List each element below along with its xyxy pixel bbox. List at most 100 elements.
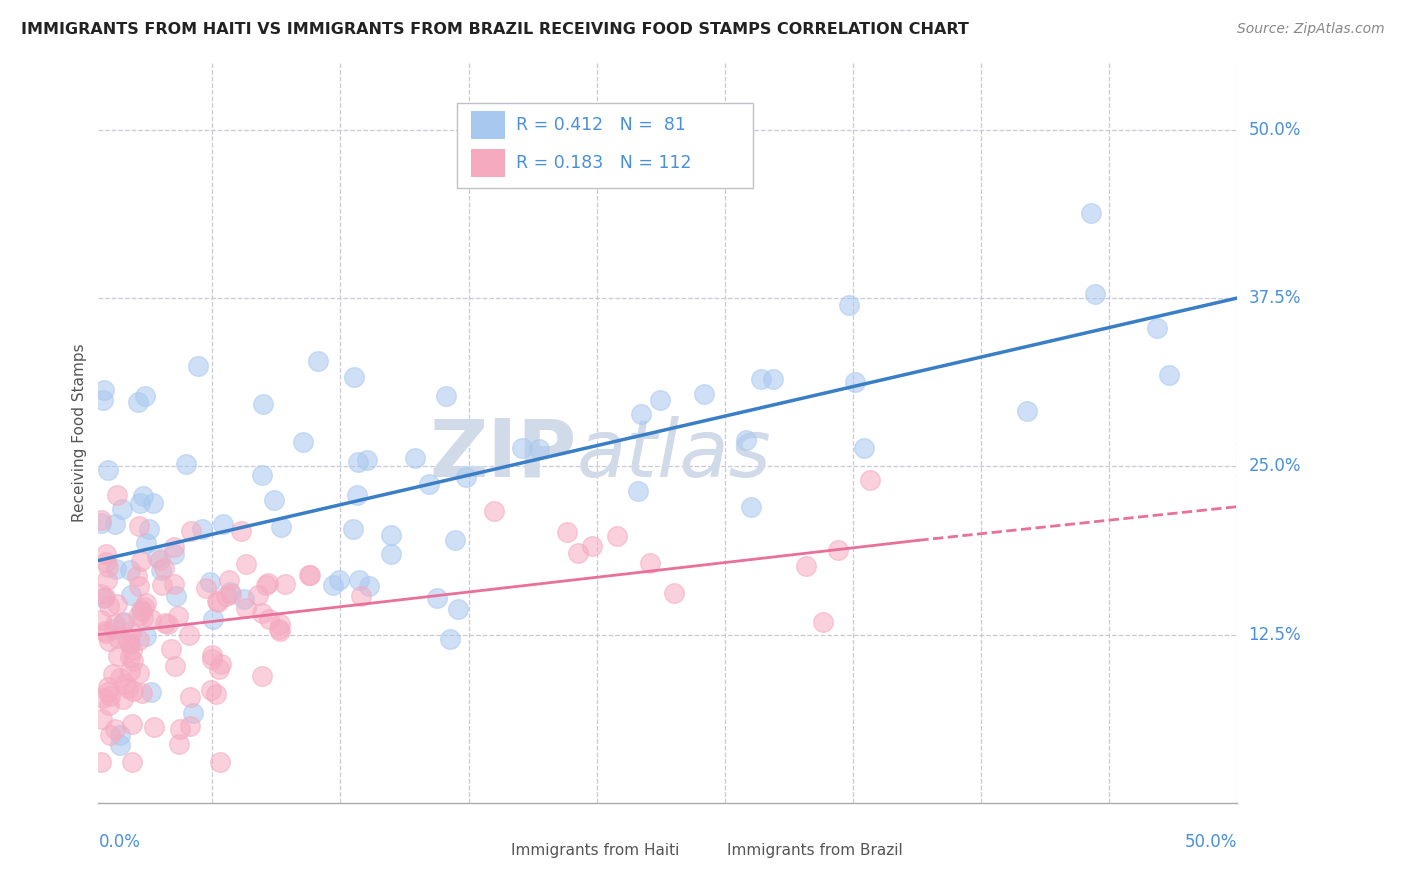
Point bbox=[165, 589, 187, 603]
Point bbox=[626, 483, 648, 498]
Point bbox=[141, 612, 163, 626]
Point bbox=[1017, 403, 1039, 417]
Y-axis label: Receiving Food Stamps: Receiving Food Stamps bbox=[72, 343, 87, 522]
Point bbox=[94, 590, 117, 604]
Point bbox=[120, 637, 142, 651]
FancyBboxPatch shape bbox=[696, 841, 721, 860]
Point bbox=[135, 629, 157, 643]
Point bbox=[404, 451, 426, 466]
Point bbox=[232, 591, 254, 606]
Point bbox=[103, 666, 125, 681]
Point bbox=[104, 517, 127, 532]
Point bbox=[97, 680, 120, 694]
Point bbox=[169, 723, 191, 737]
Point bbox=[740, 500, 762, 515]
Point bbox=[160, 641, 183, 656]
Point bbox=[93, 691, 115, 706]
Point bbox=[443, 533, 465, 547]
Point bbox=[439, 632, 461, 647]
Point bbox=[132, 489, 155, 503]
Point bbox=[484, 503, 506, 517]
Point bbox=[794, 558, 817, 573]
Point bbox=[94, 625, 117, 640]
Point bbox=[270, 624, 292, 638]
Point bbox=[97, 685, 120, 699]
Point bbox=[662, 586, 685, 600]
Point bbox=[127, 609, 149, 624]
Text: 50.0%: 50.0% bbox=[1249, 120, 1301, 139]
Point bbox=[292, 435, 315, 450]
Point bbox=[91, 712, 114, 726]
Point bbox=[298, 567, 321, 582]
Point bbox=[1146, 321, 1168, 335]
Point bbox=[117, 681, 139, 695]
Point bbox=[307, 354, 329, 368]
Point bbox=[90, 587, 112, 601]
Point bbox=[838, 298, 860, 312]
Point bbox=[434, 389, 457, 403]
Point bbox=[180, 524, 202, 539]
Text: Immigrants from Haiti: Immigrants from Haiti bbox=[510, 843, 679, 858]
Point bbox=[454, 469, 477, 483]
Point bbox=[762, 371, 785, 385]
Point bbox=[198, 575, 221, 590]
Text: Source: ZipAtlas.com: Source: ZipAtlas.com bbox=[1237, 22, 1385, 37]
Point bbox=[510, 442, 533, 456]
Point bbox=[153, 615, 176, 630]
Point bbox=[734, 434, 756, 448]
Point bbox=[131, 604, 153, 618]
Point bbox=[90, 516, 112, 530]
Point bbox=[98, 729, 121, 743]
Point bbox=[157, 616, 180, 631]
Point bbox=[380, 528, 402, 542]
Point bbox=[105, 597, 128, 611]
Point bbox=[852, 441, 875, 455]
Point bbox=[131, 554, 153, 568]
Point bbox=[111, 501, 134, 516]
FancyBboxPatch shape bbox=[471, 111, 505, 138]
Point bbox=[201, 612, 224, 626]
Point bbox=[250, 606, 273, 620]
Point bbox=[97, 698, 120, 712]
Point bbox=[132, 599, 155, 614]
Point bbox=[105, 487, 128, 501]
Point bbox=[125, 569, 148, 583]
Point bbox=[827, 542, 849, 557]
Point bbox=[207, 595, 229, 609]
Point bbox=[359, 579, 381, 593]
Point bbox=[179, 690, 201, 704]
Point bbox=[254, 578, 277, 592]
Point bbox=[163, 548, 186, 562]
Point bbox=[205, 687, 228, 701]
Point bbox=[93, 591, 115, 605]
Point bbox=[215, 589, 238, 603]
Point bbox=[138, 522, 160, 536]
Point bbox=[844, 375, 866, 389]
Point bbox=[128, 496, 150, 510]
Point bbox=[120, 649, 142, 664]
Point bbox=[567, 546, 589, 560]
Text: 0.0%: 0.0% bbox=[98, 833, 141, 851]
Point bbox=[201, 652, 224, 666]
Point bbox=[121, 756, 143, 770]
Point bbox=[149, 552, 172, 566]
Point bbox=[211, 516, 233, 531]
Point bbox=[118, 664, 141, 678]
Point bbox=[1084, 287, 1107, 301]
Text: R = 0.183   N = 112: R = 0.183 N = 112 bbox=[516, 154, 692, 172]
Point bbox=[343, 369, 366, 384]
Point bbox=[115, 631, 138, 645]
Point bbox=[128, 518, 150, 533]
Point bbox=[811, 615, 834, 630]
Point bbox=[181, 706, 204, 721]
Point bbox=[131, 686, 153, 700]
Point bbox=[250, 669, 273, 683]
Point bbox=[194, 581, 217, 595]
Point bbox=[418, 477, 440, 491]
Point bbox=[269, 622, 291, 636]
Point bbox=[350, 590, 373, 604]
Point bbox=[107, 648, 129, 663]
FancyBboxPatch shape bbox=[471, 149, 505, 178]
Point bbox=[235, 557, 257, 571]
Point bbox=[263, 493, 285, 508]
